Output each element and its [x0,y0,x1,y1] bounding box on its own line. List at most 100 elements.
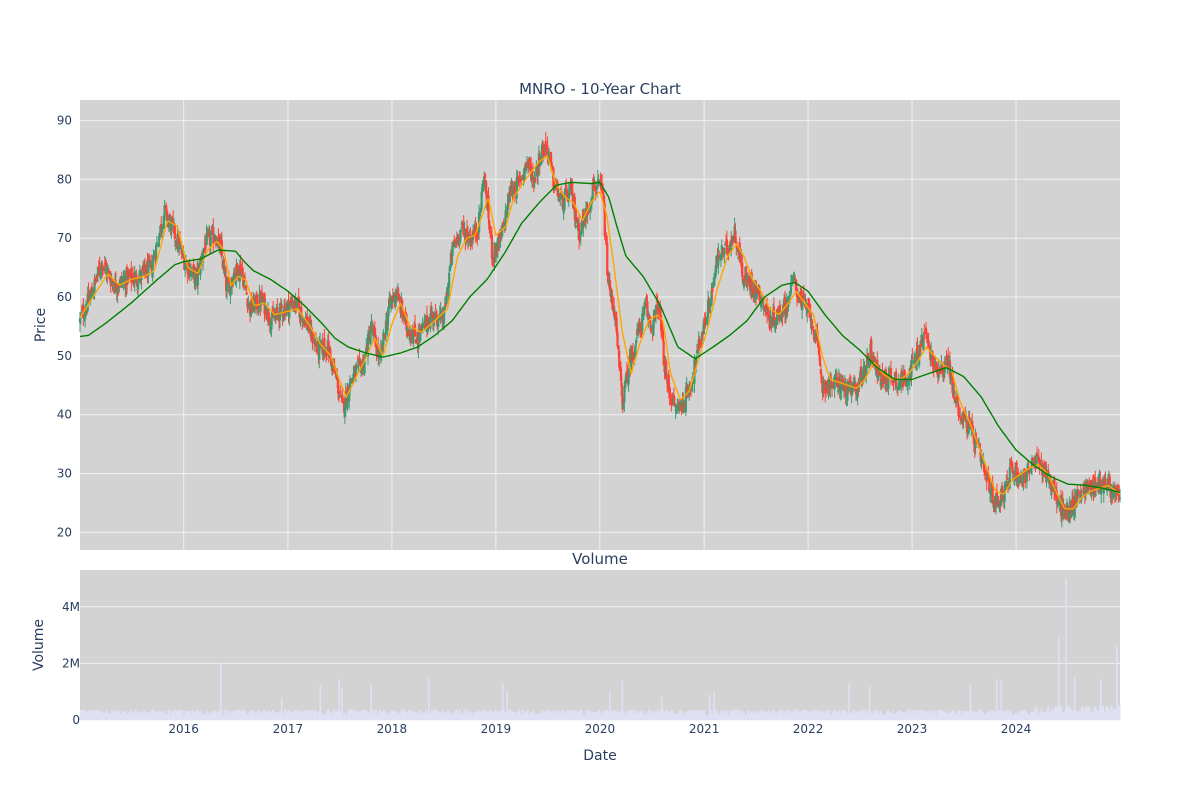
candle-body [685,385,688,390]
volume-bar [990,711,993,720]
volume-bar [1040,708,1043,720]
volume-bar [281,712,284,720]
candle-body [448,272,451,288]
volume-bar [341,688,343,720]
volume-bar [797,709,800,720]
candle-body [529,160,532,167]
candle-body [979,449,982,462]
candle-body [824,382,827,394]
volume-bar [285,712,288,720]
volume-bar [338,678,341,720]
candle-body [750,272,753,292]
candle-body [358,357,361,360]
candle-body [370,321,373,329]
volume-bar [268,710,271,720]
candle-body [466,232,470,242]
moving-average-long-line [79,181,1120,493]
candle-body [759,295,762,305]
candle-body [1051,489,1054,493]
candle-body [182,254,185,257]
candle-body [1117,484,1120,496]
candle-body [983,469,987,471]
candle-body [336,375,339,380]
candle-body [644,305,647,307]
candle-body [313,339,316,344]
candle-body [1089,480,1093,495]
candle-body [201,254,205,263]
volume-plot-area[interactable] [80,570,1120,720]
x-tick-label: 2024 [1001,722,1032,736]
volume-bar [129,709,132,720]
volume-bar [999,712,1001,720]
volume-bar [787,709,789,720]
candle-body [433,311,436,321]
candle-body [359,360,362,363]
volume-bar [1006,711,1008,720]
volume-bar [995,678,998,720]
volume-bar [370,684,372,720]
candle-body [912,360,916,363]
volume-bar [191,709,194,720]
volume-bar [544,710,546,720]
candle-body [215,244,218,246]
volume-bar [860,713,863,720]
volume-bar [462,713,465,720]
candle-body [387,306,390,317]
candle-body [627,370,630,385]
volume-bar [665,709,668,720]
candle-body [782,307,785,314]
candle-body [927,340,930,345]
volume-bar [975,712,977,720]
candle-body [601,188,605,195]
volume-bar [973,711,975,720]
candle-body [959,418,963,421]
candle-body [1015,462,1018,482]
volume-bar-series[interactable] [79,578,1121,720]
candle-body [483,176,486,188]
candle-body [483,173,487,179]
candle-body [204,242,207,250]
candle-body [568,187,571,195]
candle-body [256,307,259,309]
volume-bar [244,711,247,720]
candle-body [302,318,305,320]
candle-body [104,260,107,268]
candle-body [113,290,116,293]
volume-bar [361,711,364,720]
candle-body [802,293,805,301]
candle-body [436,324,440,328]
candle-body [164,207,167,209]
candle-body [460,222,464,226]
candle-body [515,177,518,199]
candle-body [78,317,82,323]
candle-body [341,394,344,400]
candle-body [1011,462,1014,473]
candle-body [1084,481,1087,496]
volume-bar [124,711,127,720]
candle-body [194,272,197,287]
volume-bar [404,710,407,720]
volume-bar [541,710,544,720]
candle-body [931,353,934,367]
candle-body [285,303,288,314]
volume-bar [464,709,466,720]
candle-body [1005,481,1008,486]
candle-body [701,332,704,340]
volume-bar [258,710,260,720]
candle-body [953,390,956,400]
candle-body [904,378,907,385]
candle-body [854,383,858,395]
candle-body [1041,471,1045,475]
volume-bar [319,686,322,720]
candle-body [1065,506,1069,508]
candle-body [1110,491,1113,497]
volume-bar [803,710,806,720]
candle-body [264,304,267,311]
candle-body [318,341,321,360]
volume-bar [381,711,383,720]
volume-bar [1100,678,1102,720]
candle-body [1018,478,1021,484]
volume-bar [178,709,181,720]
candle-body [939,371,942,374]
candle-body [696,345,699,350]
